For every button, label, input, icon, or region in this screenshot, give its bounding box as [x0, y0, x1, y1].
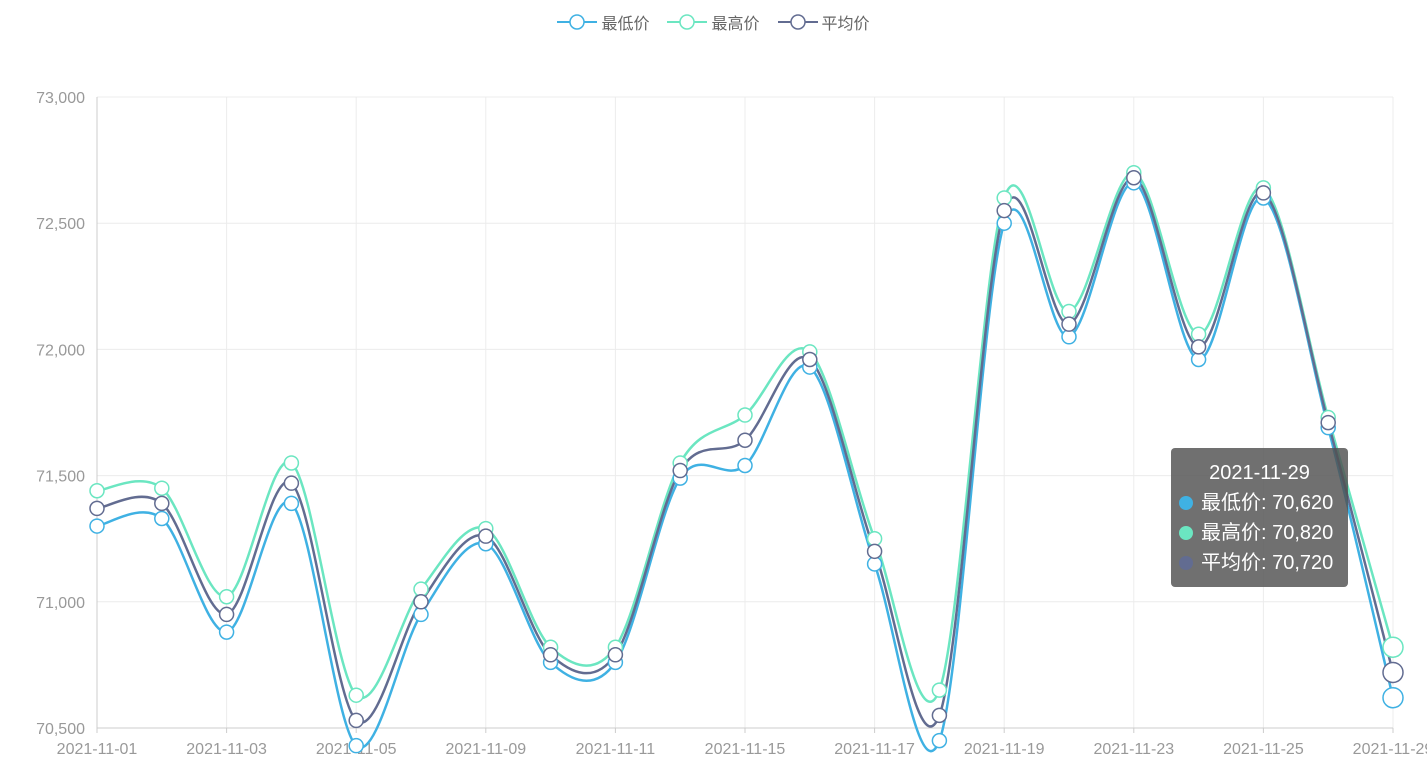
- data-point[interactable]: [283, 475, 300, 491]
- data-point[interactable]: [1320, 414, 1336, 431]
- tooltip-dot-high: [1179, 526, 1193, 540]
- data-point[interactable]: [1126, 170, 1142, 186]
- data-point[interactable]: [542, 647, 559, 663]
- tooltip-row-avg: 平均价: 70,720: [1179, 548, 1340, 578]
- data-point[interactable]: [1255, 185, 1272, 201]
- data-point[interactable]: [89, 482, 105, 499]
- data-points: [89, 164, 1404, 754]
- tooltip: 2021-11-29 最低价: 70,620 最高价: 70,820 平均价: …: [1171, 448, 1348, 587]
- data-point[interactable]: [154, 480, 170, 496]
- y-tick-label: 73,000: [36, 90, 85, 107]
- legend-item-avg[interactable]: 平均价: [777, 10, 870, 34]
- data-point[interactable]: [348, 712, 364, 729]
- y-tick-label: 70,500: [36, 721, 85, 738]
- data-point[interactable]: [348, 737, 364, 754]
- data-point[interactable]: [607, 647, 624, 663]
- data-point[interactable]: [283, 495, 300, 512]
- data-point[interactable]: [218, 606, 235, 623]
- y-tick-label: 71,500: [36, 469, 85, 486]
- data-point[interactable]: [1382, 661, 1404, 684]
- data-point[interactable]: [737, 432, 753, 449]
- x-tick-label: 2021-11-29: [1353, 741, 1427, 758]
- tooltip-label-low: 最低价: 70,620: [1201, 492, 1334, 514]
- data-point[interactable]: [89, 518, 105, 534]
- data-point[interactable]: [931, 682, 948, 698]
- y-tick-label: 72,000: [36, 342, 85, 359]
- data-point[interactable]: [802, 351, 818, 368]
- axes: 70,500 71,000 71,500 72,000 72,500 73,000 2021…: [36, 90, 1427, 758]
- x-tick-label: 2021-11-03: [186, 741, 267, 758]
- tooltip-row-low: 最低价: 70,620: [1179, 488, 1340, 518]
- x-tick-label: 2021-11-09: [445, 741, 526, 758]
- y-tick-label: 71,000: [36, 595, 85, 612]
- legend-item-low[interactable]: 最低价: [557, 10, 649, 34]
- y-tick-label: 72,500: [36, 216, 85, 233]
- tooltip-dot-avg: [1179, 556, 1193, 570]
- legend-swatch-high: [667, 14, 708, 30]
- data-point[interactable]: [348, 687, 364, 703]
- data-point[interactable]: [931, 732, 948, 749]
- x-tick-label: 2021-11-11: [576, 741, 656, 758]
- tooltip-row-high: 最高价: 70,820: [1179, 518, 1340, 548]
- data-point[interactable]: [1190, 339, 1207, 355]
- x-tick-label: 2021-11-15: [705, 741, 786, 758]
- data-point[interactable]: [218, 589, 235, 605]
- data-point[interactable]: [672, 462, 688, 479]
- data-point[interactable]: [737, 407, 753, 423]
- tooltip-label-high: 最高价: 70,820: [1201, 522, 1334, 544]
- data-point[interactable]: [413, 594, 429, 610]
- legend-label-low: 最低价: [601, 16, 650, 33]
- legend: 最低价 最高价 平均价: [0, 10, 1427, 34]
- legend-label-high: 最高价: [711, 16, 760, 33]
- x-tick-label: 2021-11-19: [964, 741, 1045, 758]
- x-tick-label: 2021-11-25: [1223, 741, 1304, 758]
- data-point[interactable]: [866, 543, 883, 560]
- legend-item-high[interactable]: 最高价: [667, 10, 760, 34]
- tooltip-title: 2021-11-29: [1209, 462, 1310, 484]
- tooltip-label-avg: 平均价: 70,720: [1201, 552, 1334, 574]
- grid-lines: [96, 96, 1394, 729]
- data-point[interactable]: [218, 624, 235, 640]
- data-point[interactable]: [1061, 316, 1077, 332]
- data-point[interactable]: [1382, 686, 1404, 709]
- legend-label-avg: 平均价: [821, 16, 870, 33]
- data-point[interactable]: [478, 528, 494, 544]
- x-tick-label: 2021-11-01: [57, 741, 138, 758]
- tooltip-dot-low: [1179, 496, 1193, 510]
- legend-swatch-low: [557, 14, 598, 30]
- x-tick-label: 2021-11-23: [1093, 741, 1174, 758]
- x-tick-label: 2021-11-17: [834, 741, 915, 758]
- data-point[interactable]: [996, 202, 1012, 219]
- data-point[interactable]: [154, 495, 170, 512]
- data-point[interactable]: [89, 500, 105, 517]
- data-point[interactable]: [1382, 636, 1404, 658]
- data-point[interactable]: [154, 510, 170, 527]
- data-point[interactable]: [931, 707, 948, 724]
- data-point[interactable]: [283, 455, 300, 471]
- legend-swatch-avg: [777, 14, 818, 30]
- data-point[interactable]: [737, 457, 753, 474]
